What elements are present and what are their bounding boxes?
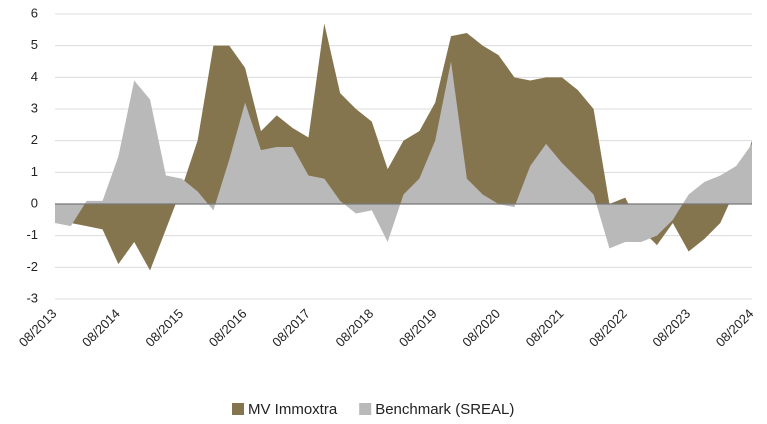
area: [55, 61, 752, 249]
y-tick-label: 2: [31, 132, 38, 147]
y-tick-label: 4: [31, 69, 38, 84]
x-tick-label: 08/2020: [459, 306, 503, 350]
x-tick-label: 08/2017: [269, 306, 313, 350]
legend-label: Benchmark (SREAL): [375, 401, 514, 418]
x-tick-label: 08/2024: [713, 306, 757, 350]
y-tick-label: -3: [26, 290, 38, 305]
y-tick-label: 1: [31, 164, 38, 179]
x-tick-label: 08/2019: [396, 306, 440, 350]
y-tick-label: 3: [31, 100, 38, 115]
legend-swatch: [359, 403, 372, 415]
y-tick-label: 0: [31, 195, 38, 210]
x-tick-label: 08/2014: [79, 306, 123, 350]
y-tick-label: 5: [31, 37, 38, 52]
y-tick-label: -1: [26, 227, 38, 242]
area: [55, 23, 752, 271]
x-tick-label: 08/2018: [333, 306, 377, 350]
y-tick-label: 6: [31, 5, 38, 20]
legend-swatch: [232, 403, 244, 415]
x-tick-label: 08/2016: [206, 306, 250, 350]
legend-label: MV Immoxtra: [248, 401, 338, 418]
x-tick-label: 08/2021: [523, 306, 567, 350]
y-tick-label: -2: [26, 259, 38, 274]
x-tick-label: 08/2015: [142, 306, 186, 350]
x-tick-label: 08/2023: [649, 306, 693, 350]
x-tick-label: 08/2022: [586, 306, 630, 350]
x-tick-label: 08/2013: [16, 306, 60, 350]
